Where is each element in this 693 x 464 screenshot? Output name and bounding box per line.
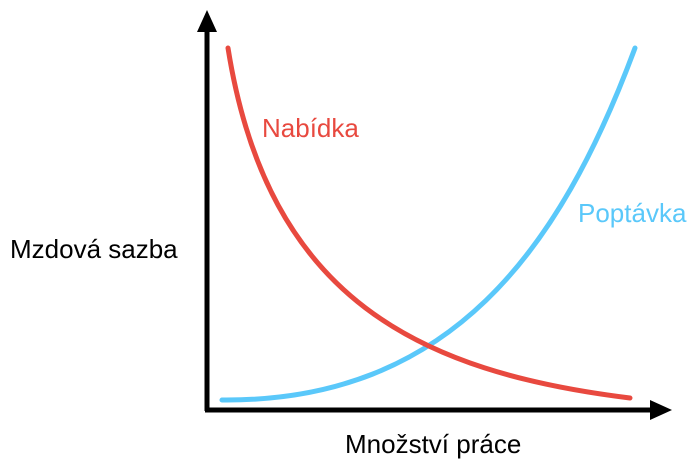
x-axis-label: Množství práce — [345, 429, 521, 459]
demand-label: Poptávka — [578, 198, 687, 228]
y-axis-label: Mzdová sazba — [10, 234, 178, 264]
demand-curve — [219, 45, 638, 403]
x-axis-arrow — [650, 400, 672, 420]
y-axis-arrow — [197, 10, 217, 32]
supply-curve — [225, 45, 633, 401]
supply-label: Nabídka — [262, 113, 359, 143]
